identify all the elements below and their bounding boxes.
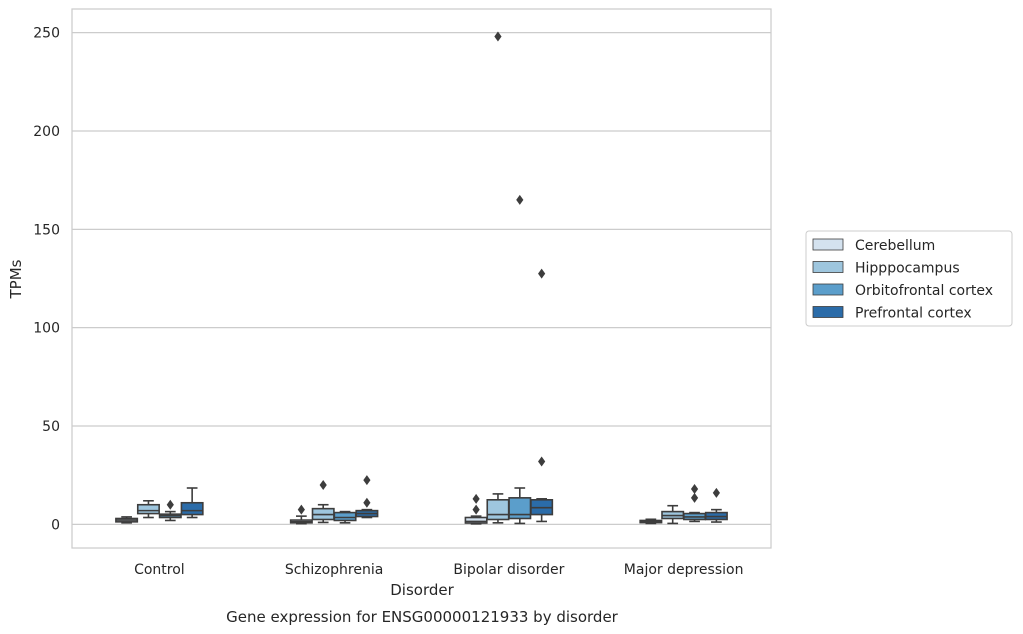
y-tick-labels: 0 50 100 150 200 250 — [33, 26, 60, 534]
outlier-point — [472, 504, 480, 515]
x-tick-label: Bipolar disorder — [453, 562, 564, 578]
outlier-point — [363, 475, 371, 486]
x-tick-labels: Control Schizophrenia Bipolar disorder Majo… — [134, 562, 743, 578]
x-axis-label: Disorder — [390, 581, 454, 599]
x-tick-label: Major depression — [624, 562, 744, 578]
outlier-point — [363, 497, 371, 508]
box-iqr — [508, 497, 532, 520]
legend-frame — [805, 230, 1013, 327]
legend-swatch — [812, 283, 844, 296]
gridlines — [72, 31, 771, 526]
outlier-point — [516, 194, 524, 205]
y-tick-label: 150 — [33, 222, 60, 238]
box-orbitofrontal-cortex — [683, 483, 707, 523]
y-tick-label: 200 — [33, 124, 60, 140]
box-orbitofrontal-cortex — [158, 499, 182, 522]
box-prefrontal-cortex — [180, 487, 204, 519]
outlier-point — [690, 492, 699, 503]
outlier-point — [538, 456, 546, 467]
outlier-point — [690, 483, 699, 494]
box-cerebellum — [639, 518, 663, 525]
box-prefrontal-cortex — [355, 475, 379, 519]
box-iqr — [136, 503, 160, 515]
legend-label: Prefrontal cortex — [855, 306, 972, 322]
outlier-point — [494, 31, 502, 42]
y-tick-label: 50 — [42, 419, 60, 435]
box-prefrontal-cortex — [530, 268, 554, 523]
outlier-point — [538, 268, 546, 279]
legend-label: Orbitofrontal cortex — [855, 283, 993, 299]
x-tick-label: Schizophrenia — [285, 562, 383, 578]
box-prefrontal-cortex — [704, 487, 728, 523]
outlier-point — [712, 487, 720, 498]
box-iqr — [333, 511, 357, 522]
box-hipppocampus — [136, 499, 160, 519]
y-axis-label: TPMs — [7, 259, 25, 299]
plot-frame — [71, 8, 772, 549]
plot-boxes — [115, 31, 728, 525]
legend-swatch — [812, 261, 844, 273]
x-tick-label: Control — [134, 562, 185, 578]
outlier-point — [319, 480, 327, 491]
box-hipppocampus — [486, 31, 510, 524]
y-tick-label: 100 — [33, 321, 60, 337]
chart-caption: Gene expression for ENSG00000121933 by d… — [226, 608, 619, 626]
legend: Cerebellum Hipppocampus Orbitofrontal cort… — [805, 230, 1013, 327]
box-orbitofrontal-cortex — [333, 510, 357, 524]
box-iqr — [180, 501, 204, 516]
box-hipppocampus — [661, 504, 685, 525]
box-iqr — [486, 499, 510, 521]
legend-label: Cerebellum — [855, 238, 935, 254]
y-tick-label: 0 — [51, 517, 60, 533]
outlier-point — [166, 499, 174, 510]
outlier-point — [472, 493, 480, 504]
legend-swatch — [812, 306, 844, 318]
legend-label: Hipppocampus — [855, 261, 960, 277]
box-cerebellum — [464, 493, 488, 525]
y-tick-label: 250 — [33, 26, 60, 42]
outlier-point — [297, 504, 305, 515]
box-cerebellum — [115, 516, 139, 524]
box-cerebellum — [289, 504, 313, 525]
box-hipppocampus — [311, 480, 335, 524]
legend-swatch — [812, 238, 844, 251]
box-orbitofrontal-cortex — [508, 194, 532, 525]
